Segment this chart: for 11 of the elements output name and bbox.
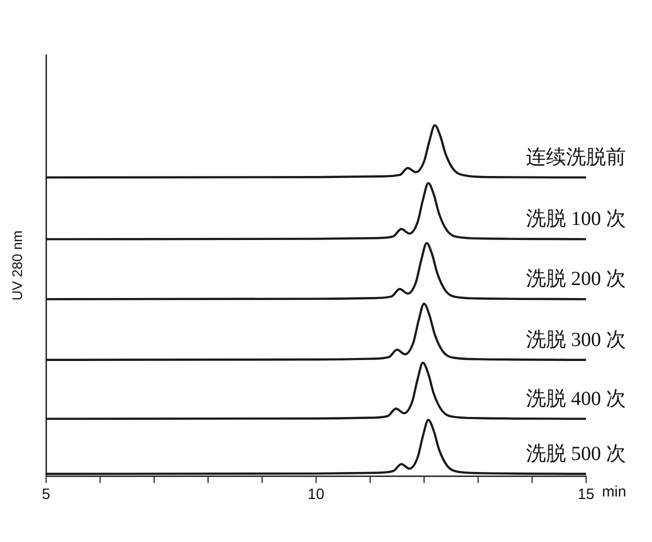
x-axis-title: min	[602, 484, 626, 501]
y-axis-title: UV 280 nm	[8, 230, 25, 301]
series-label: 洗脱 400 次	[526, 388, 626, 410]
x-tick-label: 10	[308, 486, 324, 504]
series-label: 连续洗脱前	[526, 146, 626, 168]
series-label: 洗脱 100 次	[526, 208, 626, 230]
series-label: 洗脱 200 次	[526, 268, 626, 290]
x-tick-label: 5	[42, 486, 50, 504]
x-tick-label: 15	[578, 486, 594, 504]
series-label: 洗脱 300 次	[526, 328, 626, 351]
series-label: 洗脱 500 次	[526, 442, 626, 465]
